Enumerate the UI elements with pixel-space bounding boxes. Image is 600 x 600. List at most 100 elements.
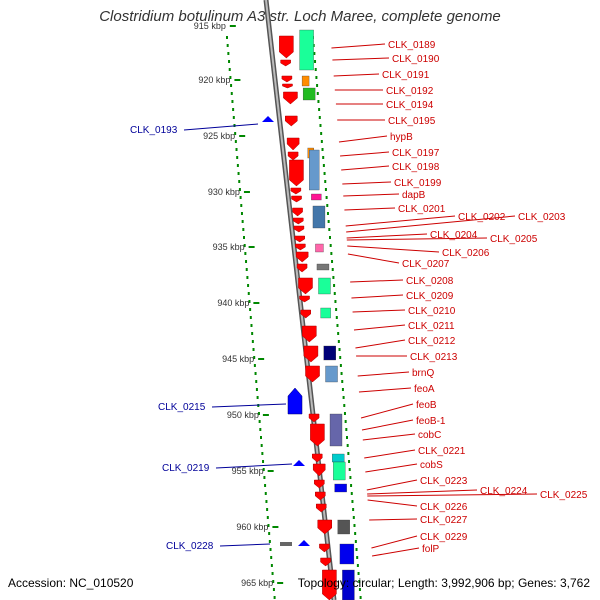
ruler-dot xyxy=(269,548,272,551)
gene-label: CLK_0227 xyxy=(420,515,468,526)
ruler-dot xyxy=(232,116,235,119)
forward-gene-arrow xyxy=(295,251,309,263)
ruler-dot xyxy=(324,188,327,191)
ruler-dot xyxy=(326,212,329,215)
ruler-dot xyxy=(340,372,343,375)
gene-leader-line xyxy=(343,193,400,197)
ruler-dot xyxy=(356,556,359,559)
ruler-dot xyxy=(313,52,316,55)
ruler-dot xyxy=(262,468,265,471)
ruler-dot xyxy=(315,76,318,79)
forward-gene-arrow xyxy=(292,207,303,217)
gene-label: CLK_0211 xyxy=(408,321,455,332)
forward-gene-arrow xyxy=(320,557,331,567)
gene-label: CLK_0204 xyxy=(430,230,478,241)
ruler-dot xyxy=(264,492,267,495)
reverse-gene-arrow xyxy=(287,387,303,415)
ruler-label: 930 kbp xyxy=(208,187,240,197)
ruler-tick xyxy=(239,135,246,137)
forward-gene-arrow xyxy=(285,115,298,127)
feature-box xyxy=(318,277,331,295)
gene-leader-line xyxy=(344,207,396,211)
ruler-dot xyxy=(341,380,344,383)
ruler-dot xyxy=(271,572,274,575)
gene-leader-line xyxy=(351,294,404,299)
gene-leader-line xyxy=(367,489,478,495)
ruler-dot xyxy=(350,484,353,487)
ruler-dot xyxy=(264,484,267,487)
ruler-dot xyxy=(352,508,355,511)
gene-leader-line xyxy=(367,493,538,497)
gene-label: CLK_0208 xyxy=(406,276,454,287)
ruler-dot xyxy=(322,164,325,167)
ruler-dot xyxy=(242,228,245,231)
ruler-dot xyxy=(272,580,275,583)
gene-label: hypB xyxy=(390,132,413,143)
feature-box xyxy=(302,87,316,101)
ruler-dot xyxy=(318,116,321,119)
ruler-tick xyxy=(229,25,236,27)
forward-gene-arrow xyxy=(305,365,320,383)
ruler-dot xyxy=(228,68,231,71)
ruler-label: 920 kbp xyxy=(198,75,230,85)
gene-leader-line xyxy=(355,339,406,349)
ruler-tick xyxy=(272,526,279,528)
ruler-tick xyxy=(243,191,250,193)
feature-box xyxy=(334,483,347,493)
ruler-dot xyxy=(270,556,273,559)
ruler-dot xyxy=(350,492,353,495)
gene-leader-line xyxy=(211,403,287,408)
ruler-tick xyxy=(248,246,255,248)
ruler-dot xyxy=(258,420,261,423)
gene-label: CLK_0203 xyxy=(518,212,566,223)
ruler-dot xyxy=(318,108,321,111)
ruler-tick xyxy=(262,414,269,416)
forward-gene-arrow xyxy=(298,277,313,295)
forward-gene-arrow xyxy=(303,345,319,363)
ruler-dot xyxy=(243,244,246,247)
ruler-dot xyxy=(238,180,241,183)
ruler-dot xyxy=(323,172,326,175)
gene-leader-line xyxy=(365,463,418,473)
ruler-dot xyxy=(335,316,338,319)
ruler-label: 925 kbp xyxy=(203,131,235,141)
ruler-dot xyxy=(335,308,338,311)
ruler-tick xyxy=(277,582,284,584)
ruler-dot xyxy=(229,76,232,79)
feature-box xyxy=(312,205,326,229)
gene-label: CLK_0194 xyxy=(386,100,434,111)
ruler-dot xyxy=(247,284,250,287)
ruler-dot xyxy=(352,516,355,519)
ruler-dot xyxy=(333,292,336,295)
gene-leader-line xyxy=(219,543,271,547)
ruler-dot xyxy=(356,564,359,567)
gene-label: folP xyxy=(422,544,440,555)
gene-label: feoA xyxy=(414,384,435,395)
ruler-dot xyxy=(245,268,248,271)
forward-gene-arrow xyxy=(315,503,327,513)
forward-gene-arrow xyxy=(315,491,326,501)
gene-leader-line xyxy=(367,499,418,507)
ruler-dot xyxy=(251,332,254,335)
ruler-dot xyxy=(255,380,258,383)
ruler-tick xyxy=(253,302,260,304)
ruler-dot xyxy=(337,340,340,343)
gene-label: CLK_0212 xyxy=(408,336,456,347)
forward-gene-arrow xyxy=(290,187,302,195)
gene-label: CLK_0190 xyxy=(392,54,440,65)
ruler-dot xyxy=(236,164,239,167)
ruler-dot xyxy=(332,276,335,279)
gene-label: CLK_0210 xyxy=(408,306,456,317)
ruler-dot xyxy=(334,300,337,303)
ruler-dot xyxy=(339,364,342,367)
ruler-dot xyxy=(249,316,252,319)
ruler-dot xyxy=(228,60,231,63)
feature-box xyxy=(329,413,343,447)
gene-leader-line xyxy=(347,253,400,264)
gene-leader-line xyxy=(338,135,388,143)
ruler-dot xyxy=(348,460,351,463)
gene-leader-line xyxy=(352,309,406,313)
gene-leader-line xyxy=(350,279,404,283)
forward-gene-arrow xyxy=(312,463,326,477)
gene-label: brnQ xyxy=(412,368,434,379)
